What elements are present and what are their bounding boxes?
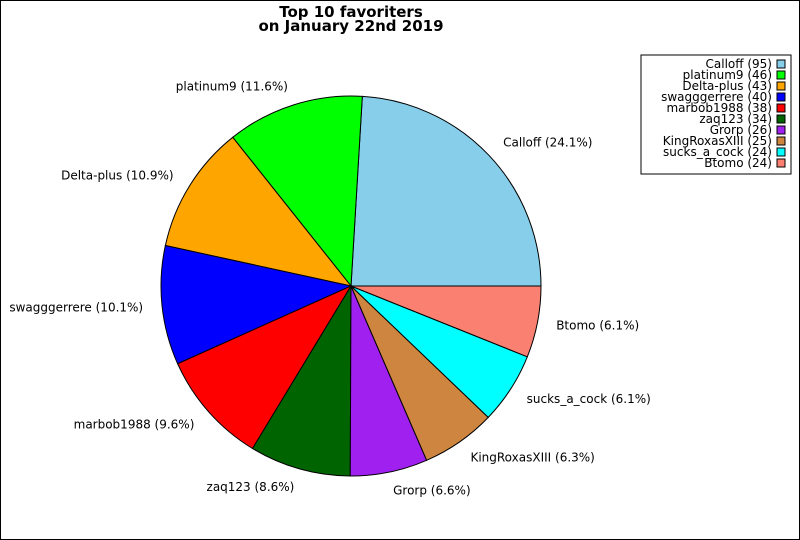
legend-label-btomo: Btomo (24) [704,156,772,170]
slice-label-calloff: Calloff (24.1%) [503,136,592,150]
chart-title: Top 10 favoriters [279,3,423,21]
slice-label-sucks-a-cock: sucks_a_cock (6.1%) [527,392,651,406]
pie-slice-platinum9 [232,95,363,288]
legend-label-marbob1988: marbob1988 (38) [666,101,772,115]
slice-label-kingroxasxiii: KingRoxasXIII (6.3%) [470,450,594,464]
legend-label-sucks-a-cock: sucks_a_cock (24) [663,145,772,159]
legend-swatch-zaq123 [776,114,786,124]
legend-swatch-grorp [776,125,786,135]
legend-label-swagggerrere: swagggerrere (40) [661,90,772,104]
legend-swatch-platinum9 [776,70,786,80]
legend-swatch-kingroxasxiii [776,136,786,146]
pie-slice-zaq123 [251,284,352,477]
legend-label-calloff: Calloff (95) [706,57,772,71]
legend-swatch-calloff [776,59,786,69]
pie-slice-delta-plus [164,136,353,287]
pie-slices [160,95,542,477]
legend-label-zaq123: zaq123 (34) [699,112,772,126]
pie-slice-btomo [350,285,542,358]
slice-labels: Calloff (24.1%) platinum9 (11.6%) Delta-pl… [9,80,650,498]
legend-swatch-sucks-a-cock [776,147,786,157]
legend-label-platinum9: platinum9 (46) [683,68,772,82]
pie-slice-swagggerrere [160,244,353,365]
legend-swatch-delta-plus [776,81,786,91]
legend-label-delta-plus: Delta-plus (43) [682,79,772,93]
pie-slice-calloff [350,95,542,287]
slice-label-delta-plus: Delta-plus (10.9%) [61,169,173,183]
slice-label-platinum9: platinum9 (11.6%) [176,80,288,94]
legend-label-grorp: Grorp (26) [710,123,772,137]
pie-slice-marbob1988 [176,284,353,450]
legend-swatch-btomo [776,158,786,168]
slice-label-btomo: Btomo (6.1%) [556,319,639,333]
slice-label-grorp: Grorp (6.6%) [393,484,471,498]
slice-label-zaq123: zaq123 (8.6%) [207,480,295,494]
legend-swatch-swagggerrere [776,92,786,102]
slice-label-swagggerrere: swagggerrere (10.1%) [9,301,143,315]
legend-box [640,54,792,175]
chart-subtitle: on January 22nd 2019 [258,17,443,35]
legend-label-kingroxasxiii: KingRoxasXIII (25) [663,134,772,148]
slice-label-marbob1988: marbob1988 (9.6%) [74,417,195,431]
legend-swatch-marbob1988 [776,103,786,113]
legend: Calloff (95)platinum9 (46)Delta-plus (43… [640,54,792,175]
